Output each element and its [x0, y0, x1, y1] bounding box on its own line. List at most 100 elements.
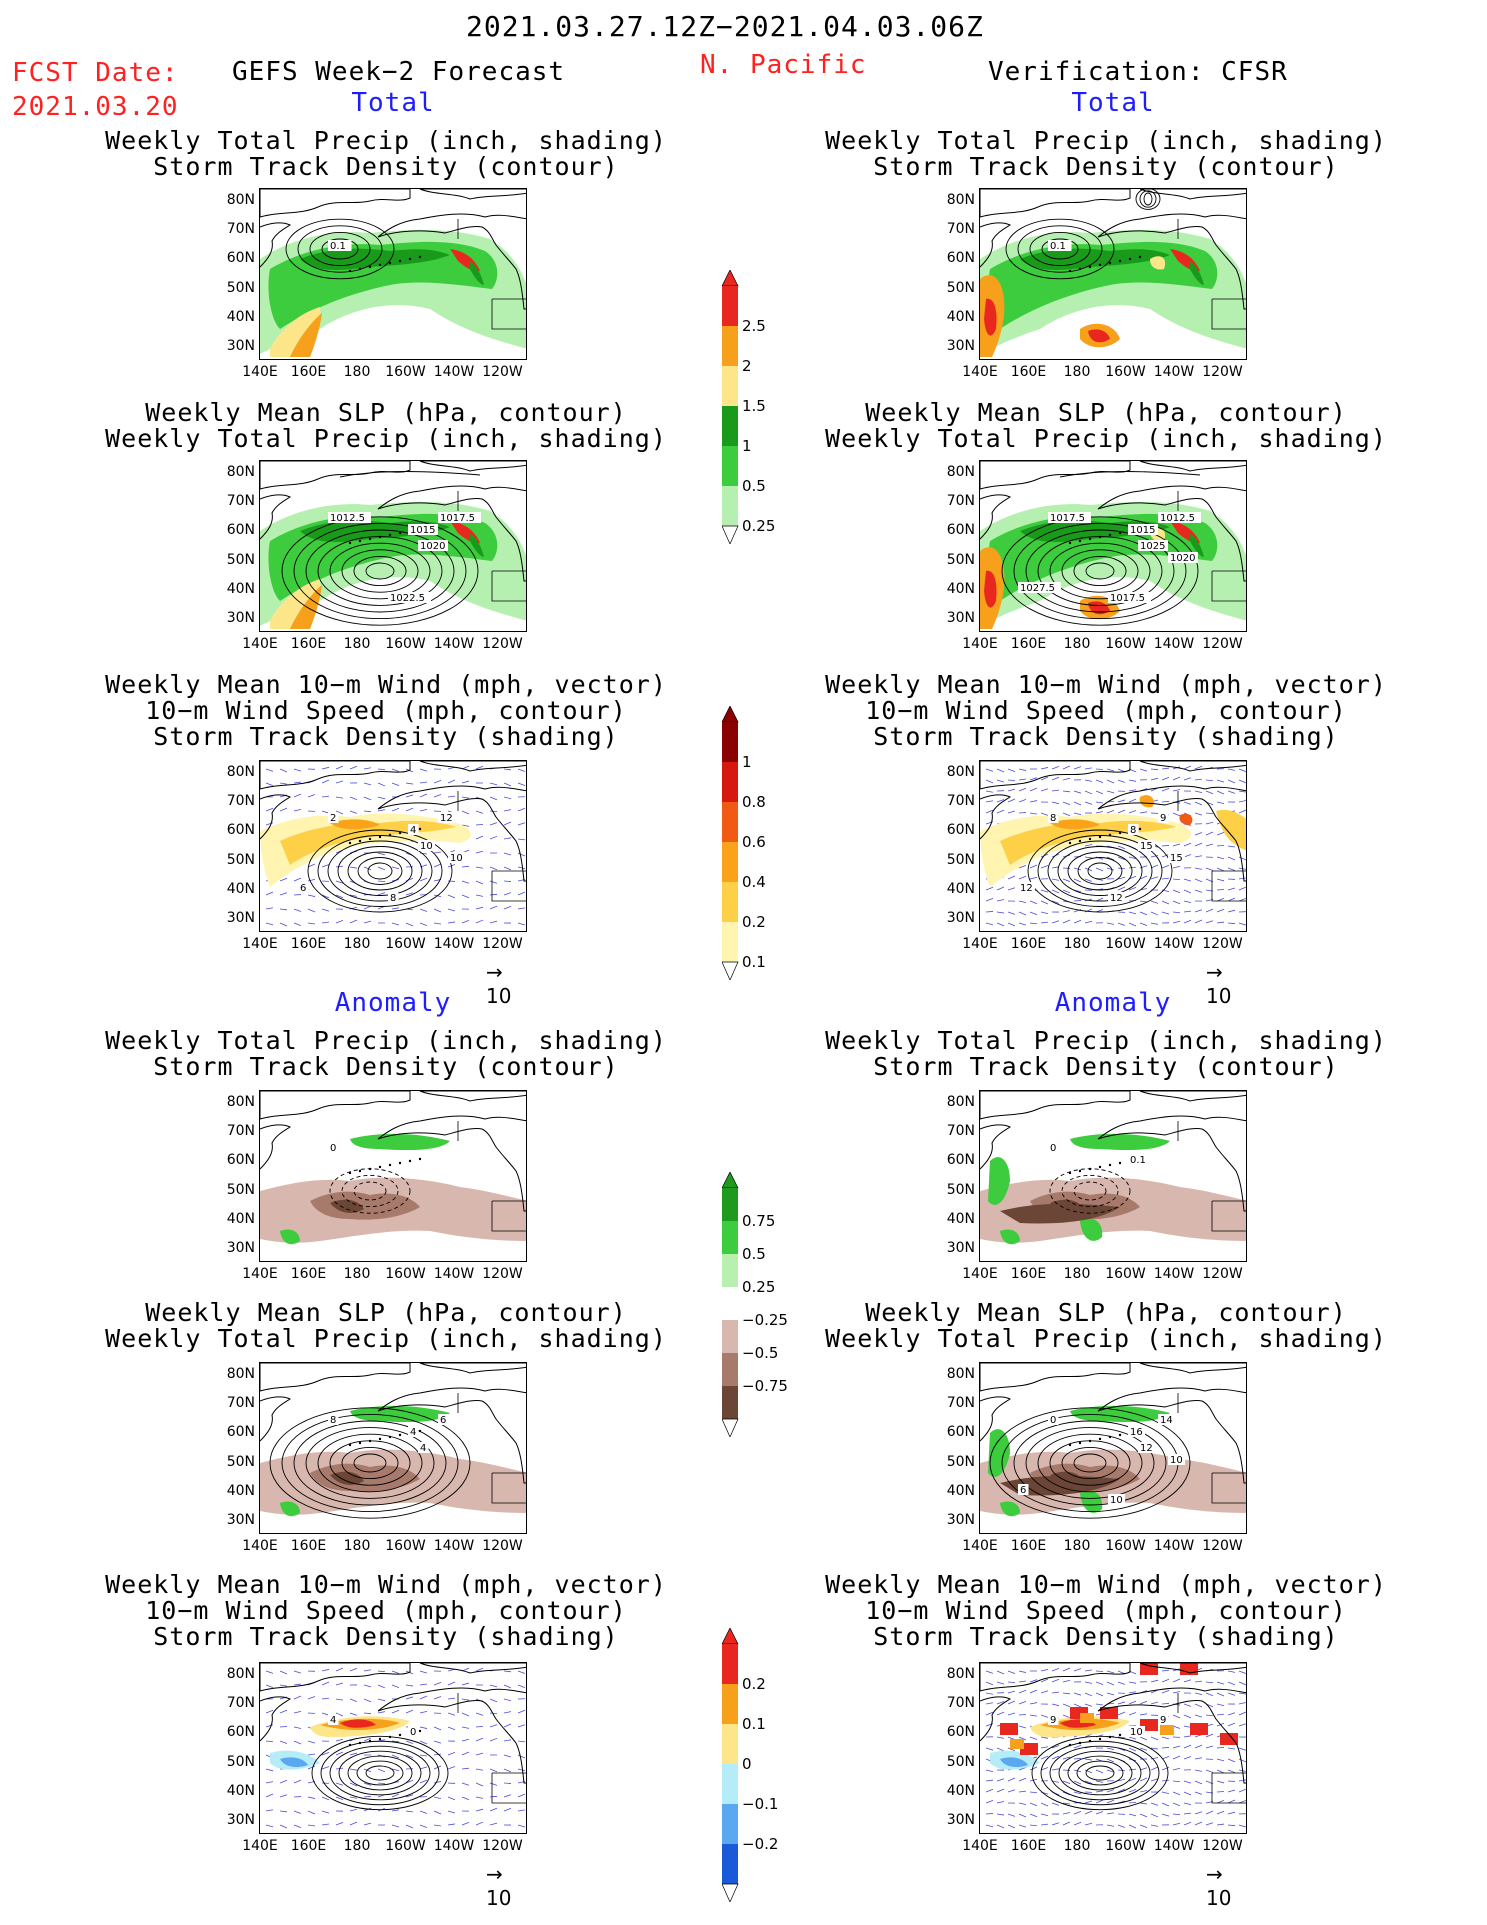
lat-tick-label: 80N — [946, 1666, 975, 1682]
lat-tick-label: 30N — [946, 338, 975, 354]
colorbar-segment — [722, 286, 738, 326]
svg-text:10: 10 — [1110, 1495, 1123, 1506]
lon-tick-label: 120W — [1202, 1538, 1243, 1554]
lon-tick-label: 160E — [290, 1538, 327, 1554]
svg-text:9: 9 — [1160, 1715, 1166, 1726]
colorbar-segment — [722, 1764, 738, 1804]
lon-tick-label: 120W — [1202, 1266, 1243, 1282]
map-forecast-wind-storm: 2 4 12 10 8 6 10 — [259, 760, 527, 932]
lon-tick-label: 160E — [290, 1266, 327, 1282]
lat-tick-label: 40N — [226, 580, 255, 597]
contour-label: 4 — [408, 824, 419, 836]
svg-text:10: 10 — [1170, 1455, 1183, 1466]
contour-label: 1015 — [408, 524, 438, 536]
contour-label: 10 — [448, 852, 465, 864]
map-verif-anom-precip-storm: 0 0.1 — [979, 1090, 1247, 1262]
lat-tick-label: 70N — [946, 493, 975, 510]
lat-tick-label: 80N — [226, 764, 255, 780]
colorbar-segment — [722, 1254, 738, 1287]
lat-tick-label: 80N — [946, 192, 975, 208]
lon-tick-label: 160E — [1010, 1838, 1047, 1854]
lat-tick-label: 80N — [226, 1094, 255, 1110]
lat-tick-label: 80N — [226, 192, 255, 208]
map-canvas: 0.1 — [260, 189, 526, 357]
svg-text:12: 12 — [440, 813, 453, 824]
svg-text:12: 12 — [1020, 883, 1033, 894]
map-forecast-slp-precip: 1012.5 1015 1017.5 1020 1022.5 — [259, 460, 527, 632]
colorbar-storm-anomaly: 0.2 0.1 0 −0.1 −0.2 — [721, 1627, 792, 1906]
contour-label: 15 — [1168, 852, 1185, 864]
lon-tick-label: 160E — [290, 936, 327, 952]
lat-tick-label: 50N — [946, 279, 975, 296]
lon-tick-label: 140W — [433, 636, 475, 652]
colorbar-segment — [722, 1724, 738, 1764]
colorbar-label: −0.5 — [742, 1344, 779, 1362]
svg-text:0.1: 0.1 — [1050, 241, 1066, 252]
svg-text:16: 16 — [1130, 1427, 1143, 1438]
svg-text:8: 8 — [330, 1415, 336, 1426]
lon-tick-label: 180 — [343, 936, 371, 952]
lon-tick-label: 180 — [1063, 936, 1091, 952]
lon-tick-label: 160W — [385, 364, 426, 380]
lon-tick-label: 140W — [1153, 1538, 1195, 1554]
svg-text:12: 12 — [1110, 893, 1123, 904]
lat-tick-label: 50N — [226, 279, 255, 296]
lon-tick-label: 140W — [433, 1266, 475, 1282]
lat-tick-label: 40N — [946, 1482, 975, 1499]
colorbar-label: 0.2 — [742, 1675, 766, 1693]
map-canvas: 0 16 14 12 10 6 10 — [980, 1363, 1246, 1519]
svg-text:1015: 1015 — [410, 525, 435, 536]
colorbar-label: 1 — [742, 753, 752, 771]
colorbar-segment — [722, 1386, 738, 1419]
colorbar-label: 0.8 — [742, 793, 766, 811]
lon-tick-label: 160W — [385, 1538, 426, 1554]
lat-tick-label: 30N — [946, 610, 975, 626]
lon-tick-label: 140E — [962, 1538, 998, 1554]
svg-text:0: 0 — [1050, 1143, 1056, 1154]
map-canvas: 0.1 — [980, 189, 1246, 357]
map-canvas: 8 4 6 4 — [260, 1363, 526, 1519]
map-canvas: 0 — [260, 1091, 526, 1245]
colorbar-svg — [721, 269, 739, 545]
lon-tick-label: 160E — [290, 364, 327, 380]
title-p6: Weekly Mean 10−m Wind (mph, vector) 10−m … — [105, 1570, 667, 1651]
lat-tick-label: 70N — [226, 1123, 255, 1140]
colorbar-segment — [722, 1188, 738, 1221]
contour-label: 1020 — [1168, 552, 1198, 564]
lon-tick-label: 120W — [1202, 936, 1243, 952]
contour-label: 4 — [328, 1714, 339, 1726]
contour-label: 16 — [1128, 1426, 1145, 1438]
map-verif-slp-precip: 1017.5 1015 1012.5 1025 1017.5 1027.5 1020 — [979, 460, 1247, 632]
lat-tick-label: 70N — [226, 221, 255, 238]
lon-tick-label: 160W — [385, 636, 426, 652]
lat-tick-label: 50N — [226, 551, 255, 568]
lon-tick-label: 180 — [1063, 1266, 1091, 1282]
lat-tick-label: 60N — [226, 522, 255, 539]
lat-tick-label: 50N — [946, 1453, 975, 1470]
svg-text:1017.5: 1017.5 — [440, 513, 475, 524]
contour-label: 10 — [1168, 1454, 1185, 1466]
contour-label: 4 — [418, 1442, 429, 1454]
lon-tick-label: 140E — [962, 636, 998, 652]
lat-tick-label: 30N — [226, 338, 255, 354]
title-q5: Weekly Mean SLP (hPa, contour) Weekly Tot… — [825, 1298, 1387, 1353]
lat-tick-label: 80N — [226, 1366, 255, 1382]
lon-tick-label: 180 — [1063, 1838, 1091, 1854]
lon-tick-label: 140E — [962, 1266, 998, 1282]
svg-text:0.1: 0.1 — [330, 241, 346, 252]
lon-tick-label: 140E — [242, 1538, 278, 1554]
lon-tick-label: 180 — [1063, 636, 1091, 652]
svg-text:9: 9 — [1160, 813, 1166, 824]
lon-tick-label: 120W — [482, 936, 523, 952]
lon-tick-label: 160W — [1105, 364, 1146, 380]
map-canvas: 1012.5 1015 1017.5 1020 1022.5 — [260, 461, 526, 629]
contour-label: 0 — [1048, 1414, 1059, 1426]
colorbar-segment — [722, 922, 738, 962]
colorbar-label: 0.1 — [742, 1715, 766, 1733]
lat-tick-label: 50N — [226, 1181, 255, 1198]
title-p2: Weekly Mean SLP (hPa, contour) Weekly Tot… — [105, 398, 667, 453]
colorbar-label: 0.4 — [742, 873, 766, 891]
lon-tick-label: 140E — [962, 936, 998, 952]
svg-text:4: 4 — [330, 1715, 336, 1726]
contour-label: 1017.5 — [438, 512, 481, 524]
